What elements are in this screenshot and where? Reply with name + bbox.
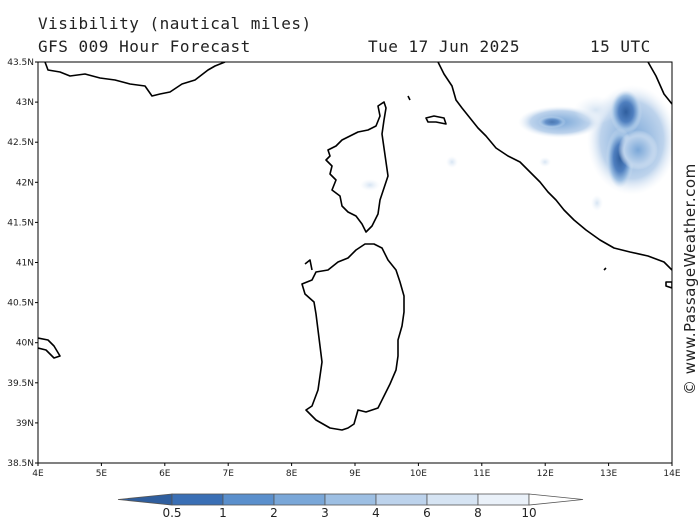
lat-tick-label: 42N <box>16 178 34 188</box>
colorbar-segment <box>273 493 326 506</box>
longitude-axis: 4E 5E 6E 7E 8E 9E 10E 11E 12E 13E 14E <box>32 463 681 479</box>
model-forecast-label: GFS 009 Hour Forecast <box>38 37 251 56</box>
colorbar-label: 4 <box>372 506 380 520</box>
france-coastline <box>44 62 226 97</box>
forecast-date: Tue 17 Jun 2025 <box>368 37 520 56</box>
chart-title: Visibility (nautical miles) <box>38 14 312 33</box>
balearic-coastline <box>38 337 61 359</box>
lon-tick-label: 5E <box>96 469 108 479</box>
colorbar-segment <box>222 493 275 506</box>
lon-tick-label: 14E <box>663 469 680 479</box>
lat-tick-label: 39.5N <box>7 379 34 389</box>
lon-tick-label: 10E <box>410 469 427 479</box>
colorbar-segment <box>477 493 530 506</box>
colorbar-low-arrow <box>117 493 173 506</box>
lon-tick-label: 6E <box>159 469 171 479</box>
colorbar-label: 3 <box>321 506 329 520</box>
lon-tick-label: 7E <box>222 469 234 479</box>
coastlines <box>38 62 672 431</box>
sardinia-coastline <box>301 243 405 431</box>
colorbar-segment <box>426 493 479 506</box>
colorbar-label: 0.5 <box>162 506 181 520</box>
colorbar-label: 2 <box>270 506 278 520</box>
lon-tick-label: 4E <box>32 469 44 479</box>
lon-tick-label: 13E <box>600 469 617 479</box>
lat-tick-label: 43.5N <box>7 58 34 68</box>
colorbar-segment <box>375 493 428 506</box>
corsica-coastline <box>325 101 389 233</box>
lon-tick-label: 8E <box>286 469 298 479</box>
lon-tick-label: 9E <box>349 469 361 479</box>
lat-tick-label: 40.5N <box>7 299 34 309</box>
colorbar-high-arrow <box>528 493 584 506</box>
visibility-shading <box>360 85 672 211</box>
lat-tick-label: 38.5N <box>7 459 34 469</box>
forecast-time: 15 UTC <box>590 37 651 56</box>
colorbar-label: 6 <box>423 506 431 520</box>
colorbar-label: 1 <box>219 506 227 520</box>
lat-tick-label: 41.5N <box>7 218 34 228</box>
lon-tick-label: 12E <box>537 469 554 479</box>
lat-tick-label: 43N <box>16 98 34 108</box>
lon-tick-label: 11E <box>473 469 490 479</box>
latitude-axis: 43.5N 43N 42.5N 42N 41.5N 41N 40.5N 40N 39.5N 39N… <box>7 58 38 469</box>
colorbar-segment <box>171 493 224 506</box>
italy-coastline <box>437 62 672 271</box>
lat-tick-label: 39N <box>16 419 34 429</box>
site-credit: © www.PassageWeather.com <box>681 163 699 395</box>
colorbar-label: 8 <box>474 506 482 520</box>
colorbar-segment <box>324 493 377 506</box>
colorbar-label: 10 <box>521 506 536 520</box>
lat-tick-label: 40N <box>16 339 34 349</box>
lat-tick-label: 42.5N <box>7 138 34 148</box>
visibility-colorbar: 0.5 1 2 3 4 6 8 10 <box>117 493 584 520</box>
lat-tick-label: 41N <box>16 259 34 269</box>
